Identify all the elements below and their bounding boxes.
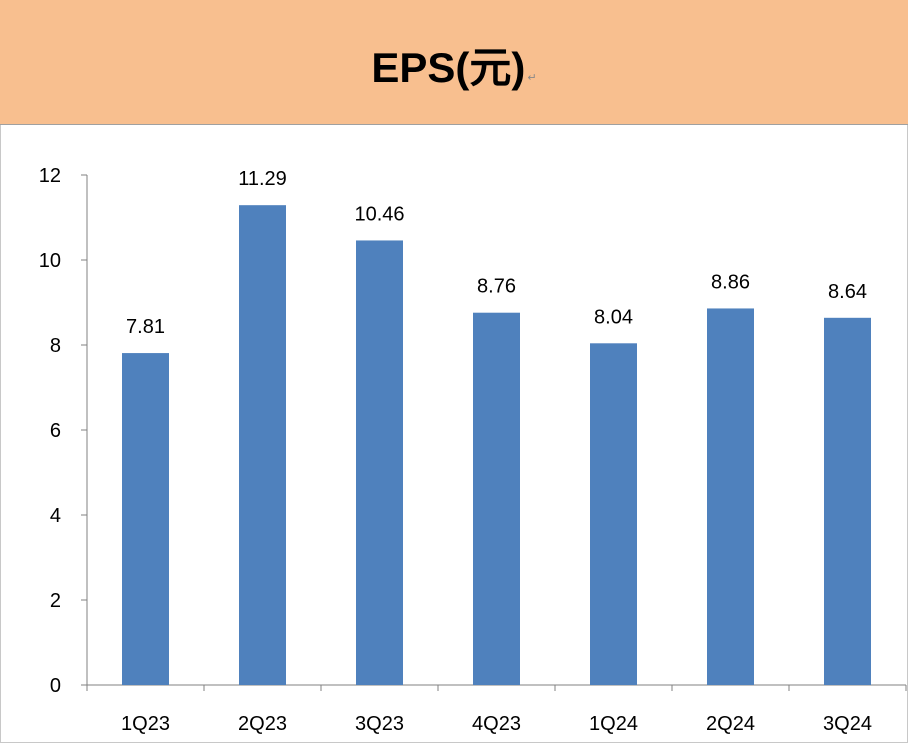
bar-3Q24 — [824, 317, 871, 685]
x-tick-label-2Q24: 2Q24 — [706, 713, 755, 735]
data-label-3Q23: 10.46 — [354, 203, 404, 225]
y-tick-label: 6 — [50, 420, 61, 442]
eps-bar-chart: 0 2 4 6 8 10 12 7.81 1Q23 11.29 2Q23 10.46 3Q23 8.76 4… — [39, 165, 907, 735]
x-tick-label-2Q23: 2Q23 — [238, 713, 287, 735]
data-label-1Q23: 7.81 — [126, 316, 165, 338]
chart-title: EPS(元) — [371, 43, 526, 91]
y-tick-label: 10 — [39, 250, 61, 272]
data-label-2Q23: 11.29 — [238, 168, 287, 190]
bar-3Q23 — [356, 240, 403, 685]
return-mark-icon: ↵ — [527, 70, 537, 84]
y-tick-label: 12 — [39, 165, 61, 187]
y-tick-label: 2 — [50, 590, 61, 612]
x-tick-label-3Q23: 3Q23 — [355, 713, 404, 735]
data-label-4Q23: 8.76 — [477, 276, 516, 298]
x-tick-label-4Q23: 4Q23 — [472, 713, 521, 735]
bar-1Q23 — [122, 353, 169, 685]
x-tick-label-1Q23: 1Q23 — [121, 713, 170, 735]
title-banner: EPS(元) ↵ — [0, 0, 908, 125]
plot-area: 0 2 4 6 8 10 12 7.81 1Q23 11.29 2Q23 10.46 3Q23 8.76 4… — [0, 125, 908, 743]
y-tick-label: 4 — [50, 505, 61, 527]
bar-2Q24 — [707, 308, 754, 685]
data-label-2Q24: 8.86 — [711, 271, 750, 293]
x-tick-label-3Q24: 3Q24 — [823, 713, 872, 735]
data-label-3Q24: 8.64 — [828, 281, 867, 303]
bar-1Q24 — [590, 343, 637, 685]
bar-4Q23 — [473, 312, 520, 685]
x-tick-label-1Q24: 1Q24 — [589, 713, 638, 735]
y-tick-label: 0 — [50, 675, 61, 697]
bar-2Q23 — [239, 205, 286, 686]
y-tick-label: 8 — [50, 335, 61, 357]
data-label-1Q24: 8.04 — [594, 306, 633, 328]
